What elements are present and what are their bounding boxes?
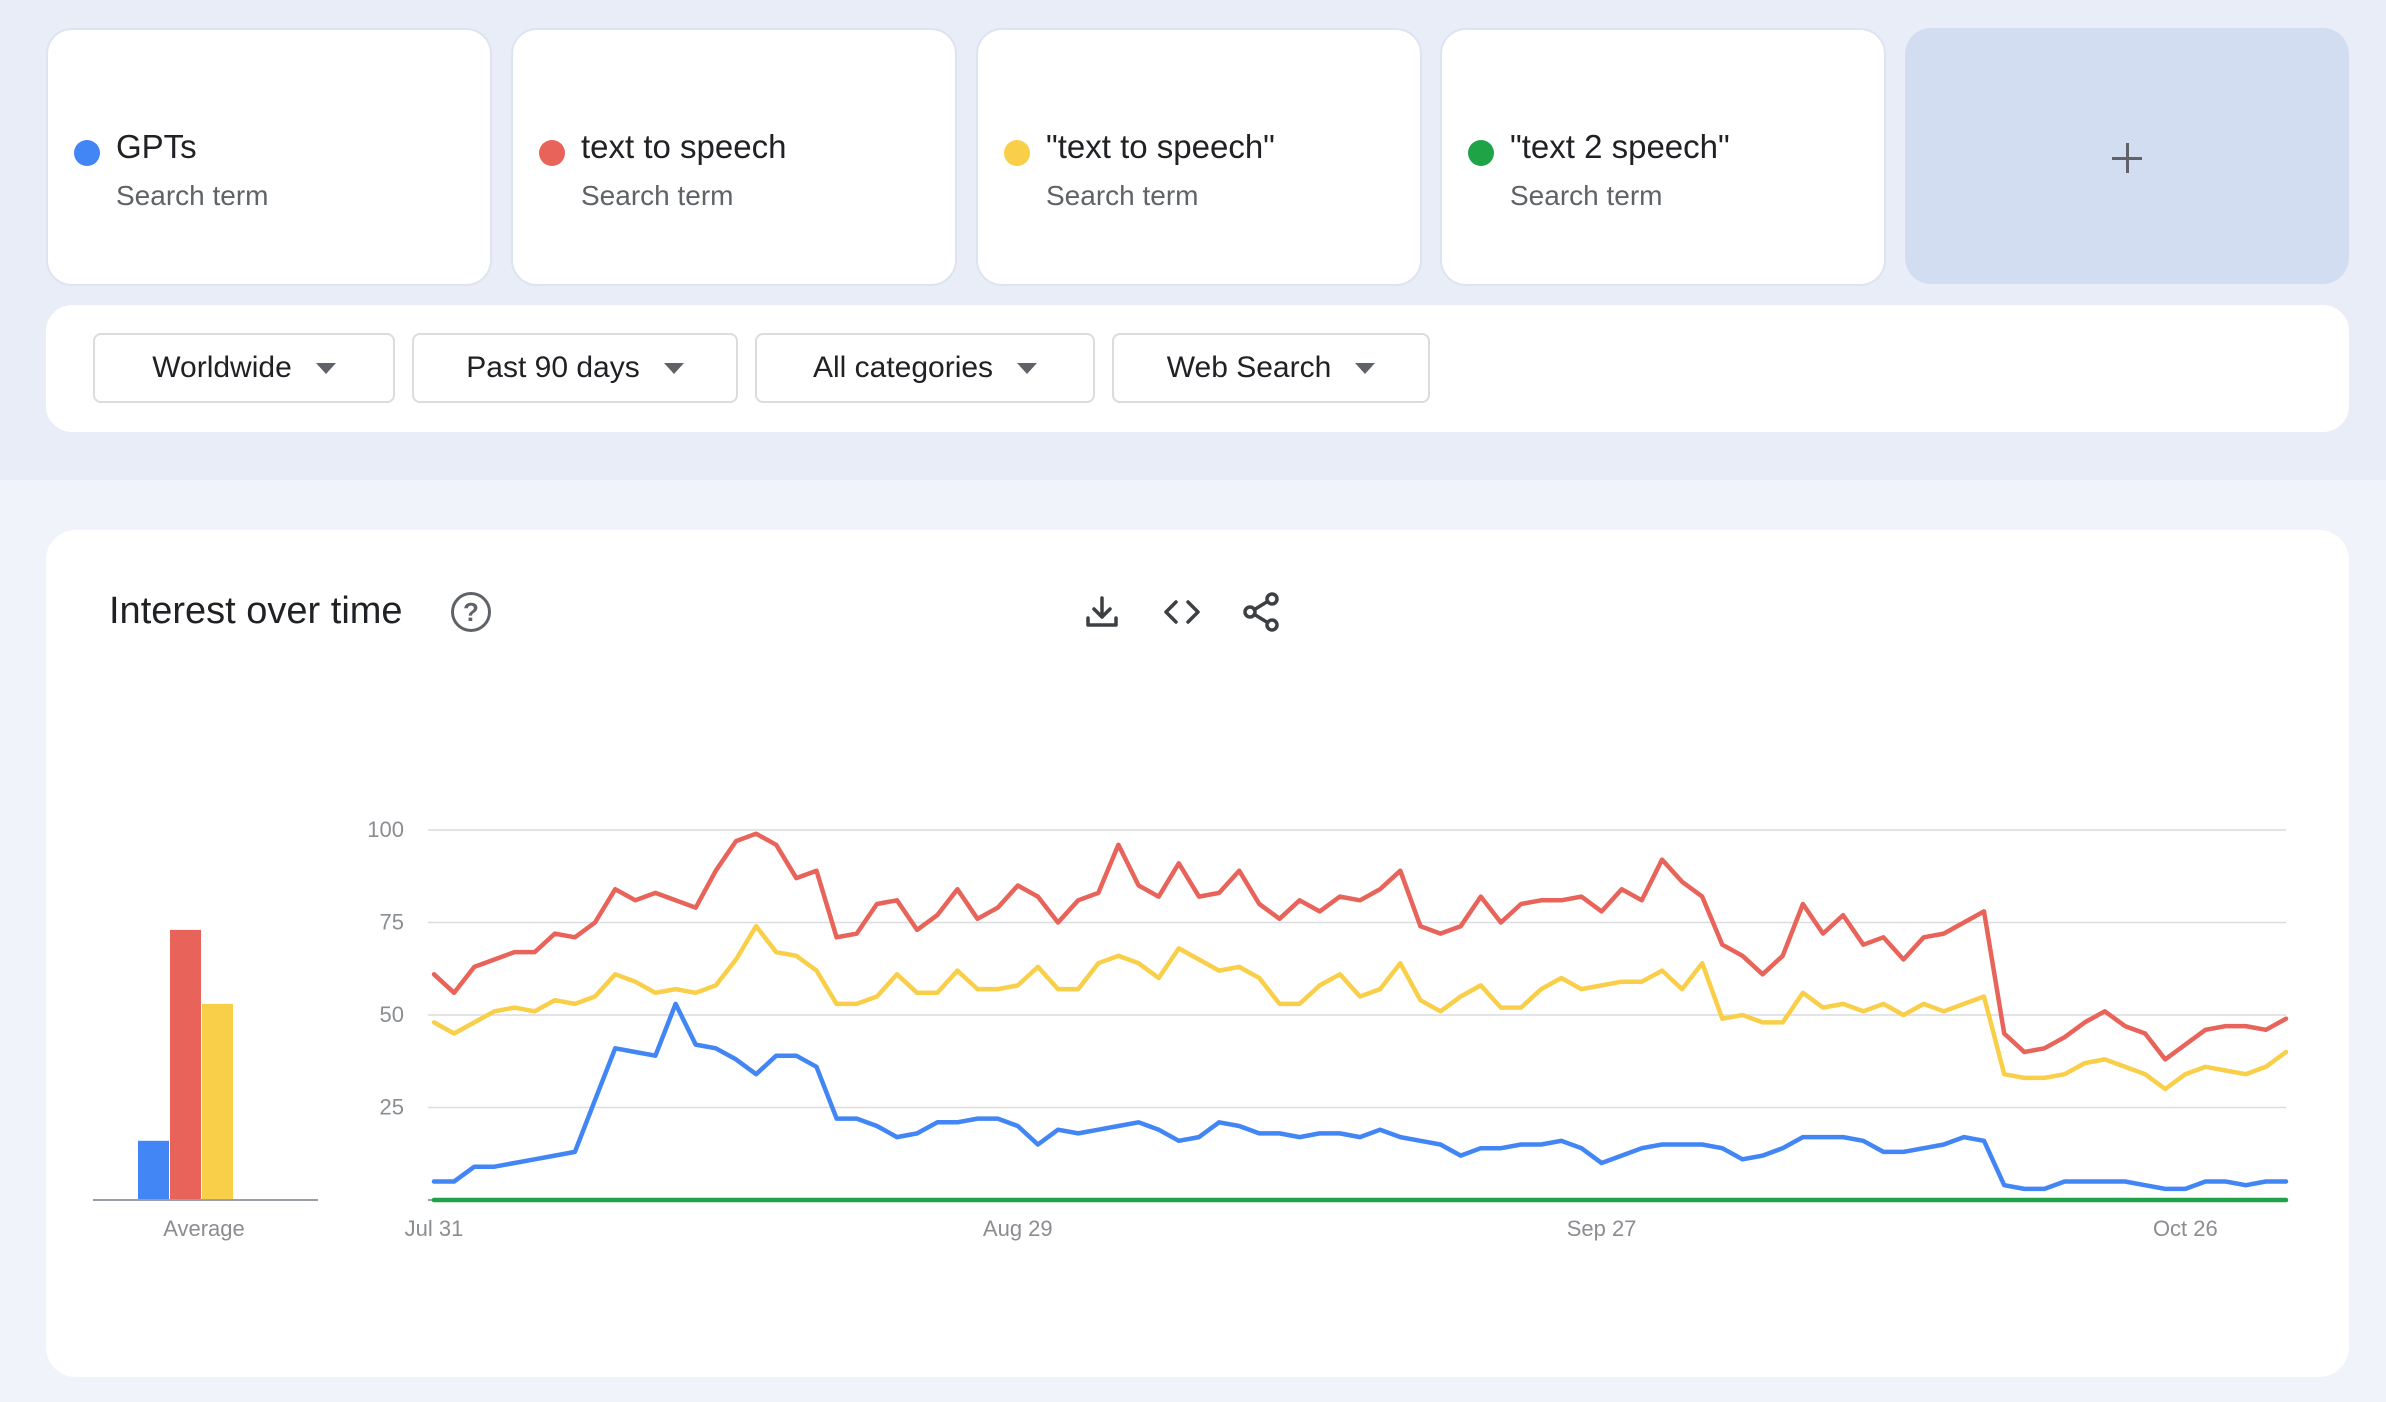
download-icon[interactable] [1080, 590, 1124, 634]
x-tick-label: Sep 27 [1567, 1216, 1637, 1241]
term-card-text-to-speech[interactable]: text to speech Search term [511, 28, 957, 286]
average-bars: Average [93, 929, 318, 1241]
y-tick-label: 75 [380, 910, 404, 935]
embed-icon[interactable] [1160, 590, 1204, 634]
dropdown-label: All categories [812, 351, 994, 384]
term-type: Search term [1046, 180, 1199, 211]
x-tick-label: Jul 31 [405, 1216, 464, 1241]
time-range-dropdown[interactable]: Past 90 days [412, 333, 738, 403]
series-line [431, 831, 2289, 1062]
term-type: Search term [116, 180, 269, 211]
help-icon[interactable]: ? [451, 592, 491, 632]
caret-down-icon [663, 362, 684, 374]
series-lines [431, 831, 2289, 1203]
x-tick-label: Oct 26 [2153, 1216, 2218, 1241]
panel-title: Interest over time [109, 590, 403, 632]
y-tick-label: 100 [367, 817, 404, 842]
search-type-dropdown[interactable]: Web Search [1112, 333, 1430, 403]
term-color-dot [74, 140, 100, 166]
dropdown-label: Worldwide [152, 351, 292, 384]
add-comparison-button[interactable] [1905, 28, 2349, 284]
term-type: Search term [581, 180, 734, 211]
series-line [431, 923, 2289, 1092]
x-axis-ticks: Jul 31 Aug 29 Sep 27 Oct 26 [405, 1216, 2218, 1241]
term-type: Search term [1510, 180, 1663, 211]
term-name: text to speech [581, 128, 787, 165]
y-tick-label: 50 [380, 1002, 404, 1027]
term-name: GPTs [116, 128, 197, 165]
term-card-gpts[interactable]: GPTs Search term [46, 28, 492, 286]
category-dropdown[interactable]: All categories [755, 333, 1095, 403]
term-name: "text 2 speech" [1510, 128, 1730, 165]
region-dropdown[interactable]: Worldwide [93, 333, 395, 403]
average-bar [202, 1003, 233, 1200]
average-bar [138, 1140, 169, 1200]
y-axis-ticks: 25 50 75 100 [367, 817, 404, 1120]
caret-down-icon [1355, 362, 1376, 374]
term-color-dot [1004, 140, 1030, 166]
term-card-text-2-speech[interactable]: "text 2 speech" Search term [1440, 28, 1886, 286]
interest-over-time-panel: Interest over time ? 25 50 75 100 Jul 31 Aug… [46, 530, 2349, 1377]
average-bar [170, 929, 201, 1200]
filter-bar: Worldwide Past 90 days All categories We… [46, 305, 2349, 432]
series-line [431, 1001, 2289, 1192]
x-tick-label: Aug 29 [983, 1216, 1053, 1241]
term-name: "text to speech" [1046, 128, 1275, 165]
y-tick-label: 25 [380, 1095, 404, 1120]
term-card-text-to-speech-quoted[interactable]: "text to speech" Search term [976, 28, 1422, 286]
average-label: Average [163, 1216, 245, 1241]
plus-icon [2112, 143, 2142, 173]
share-icon[interactable] [1240, 590, 1284, 634]
caret-down-icon [1017, 362, 1038, 374]
term-color-dot [1468, 140, 1494, 166]
dropdown-label: Web Search [1166, 351, 1332, 384]
dropdown-label: Past 90 days [466, 351, 640, 384]
interest-chart: 25 50 75 100 Jul 31 Aug 29 Sep 27 Oct 26 Avera… [93, 817, 2289, 1241]
term-color-dot [539, 140, 565, 166]
caret-down-icon [315, 362, 336, 374]
